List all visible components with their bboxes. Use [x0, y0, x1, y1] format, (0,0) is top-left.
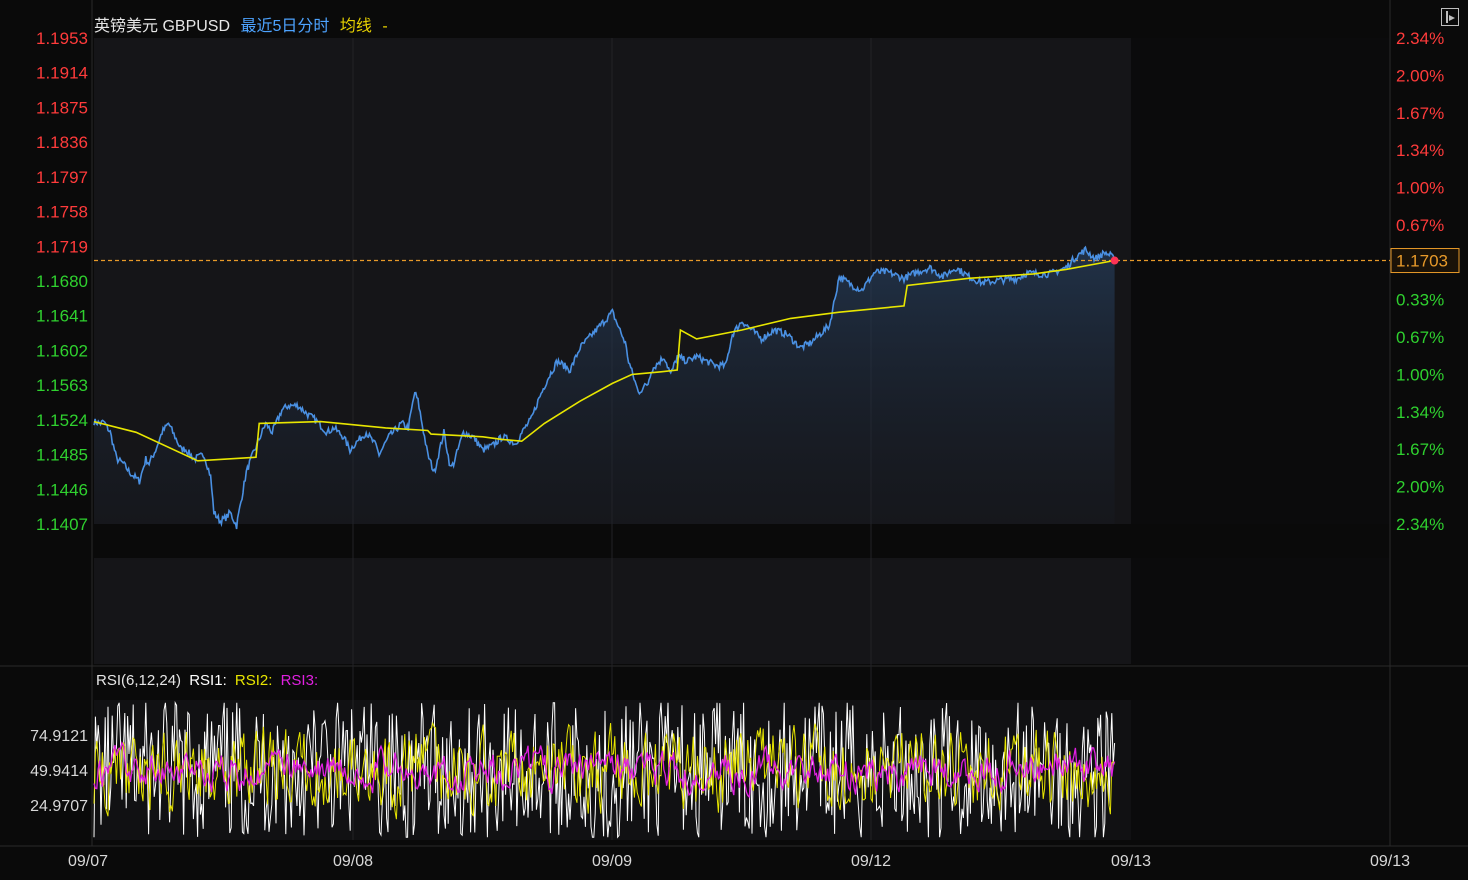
percent-tick-label: 2.34%: [1396, 29, 1444, 48]
percent-tick-label: 1.67%: [1396, 104, 1444, 123]
percent-tick-label: 1.67%: [1396, 440, 1444, 459]
price-tick-label: 1.1641: [36, 307, 88, 326]
percent-tick-label: 0.33%: [1396, 291, 1444, 310]
percent-tick-label: 1.34%: [1396, 403, 1444, 422]
price-tick-label: 1.1602: [36, 341, 88, 360]
date-tick-label: 09/07: [68, 853, 108, 870]
date-tick-label: 09/13: [1370, 853, 1410, 870]
date-tick-label: 09/09: [592, 853, 632, 870]
rsi-tick-label: 24.9707: [30, 798, 88, 815]
avg-line: [93, 259, 1115, 462]
rsi3-label: RSI3:: [280, 672, 319, 689]
rsi-axis-labels: 74.9121 49.9414 24.9707: [30, 728, 88, 815]
percent-tick-label: 2.00%: [1396, 66, 1444, 85]
price-tick-label: 1.1485: [36, 446, 88, 465]
date-axis-labels: 09/07 09/08 09/09 09/12 09/13 09/13: [68, 853, 1410, 870]
rsi1-label: RSI1:: [189, 672, 227, 689]
price-tick-label: 1.1836: [36, 133, 88, 152]
rsi-plot-current-day: [1131, 700, 1390, 840]
rsi-tick-label: 74.9121: [30, 728, 88, 745]
price-tick-label: 1.1446: [36, 480, 88, 499]
price-tick-label: 1.1914: [36, 64, 88, 83]
instrument-name: 英镑美元 GBPUSD: [94, 18, 231, 35]
expand-panel-icon[interactable]: [1441, 8, 1459, 26]
price-axis-labels: 1.1953 1.1914 1.1875 1.1836 1.1797 1.1758 1.17…: [36, 29, 88, 534]
price-tick-label: 1.1680: [36, 272, 88, 291]
chart-title-bar: 英镑美元 GBPUSD 最近5日分时 均线 -: [94, 12, 394, 36]
price-tick-label: 1.1797: [36, 168, 88, 187]
rsi2-label: RSI2:: [234, 672, 273, 689]
time-mode-selector[interactable]: 最近5日分时: [240, 18, 330, 35]
reference-price-label: 1.1703: [1396, 252, 1448, 271]
volume-area-current-day: [1131, 558, 1390, 664]
reference-price-box: [1390, 248, 1460, 274]
percent-tick-label: 1.00%: [1396, 365, 1444, 384]
price-tick-label: 1.1758: [36, 203, 88, 222]
rsi-name[interactable]: RSI(6,12,24): [96, 672, 182, 689]
percent-tick-label: 2.00%: [1396, 478, 1444, 497]
date-tick-label: 09/08: [333, 853, 373, 870]
date-tick-label: 09/13: [1111, 853, 1151, 870]
rsi3-line: [93, 741, 1116, 799]
avg-line-label: 均线: [339, 18, 372, 35]
percent-axis-labels: 2.34%2.00%1.67%1.34%1.00%0.67%0.33%0.33%…: [1396, 29, 1444, 534]
rsi-header: RSI(6,12,24) RSI1: RSI2: RSI3:: [96, 672, 322, 689]
percent-tick-label: 1.00%: [1396, 179, 1444, 198]
price-tick-label: 1.1563: [36, 376, 88, 395]
series-layer: 1.1703: [93, 245, 1460, 530]
price-tick-label: 1.1407: [36, 515, 88, 534]
percent-tick-label: 2.34%: [1396, 515, 1444, 534]
price-plot-current-day: [1131, 38, 1390, 524]
price-tick-label: 1.1524: [36, 411, 88, 430]
price-tick-label: 1.1953: [36, 29, 88, 48]
percent-tick-label: 0.67%: [1396, 328, 1444, 347]
percent-tick-label: 0.67%: [1396, 216, 1444, 235]
rsi-tick-label: 49.9414: [30, 763, 88, 780]
price-line: [93, 245, 1116, 530]
price-tick-label: 1.1875: [36, 98, 88, 117]
price-tick-label: 1.1719: [36, 237, 88, 256]
rsi-layer: [93, 700, 1116, 839]
date-tick-label: 09/12: [851, 853, 891, 870]
percent-tick-label: 1.34%: [1396, 141, 1444, 160]
last-price-marker: [1110, 256, 1119, 265]
avg-line-value: -: [382, 18, 388, 35]
